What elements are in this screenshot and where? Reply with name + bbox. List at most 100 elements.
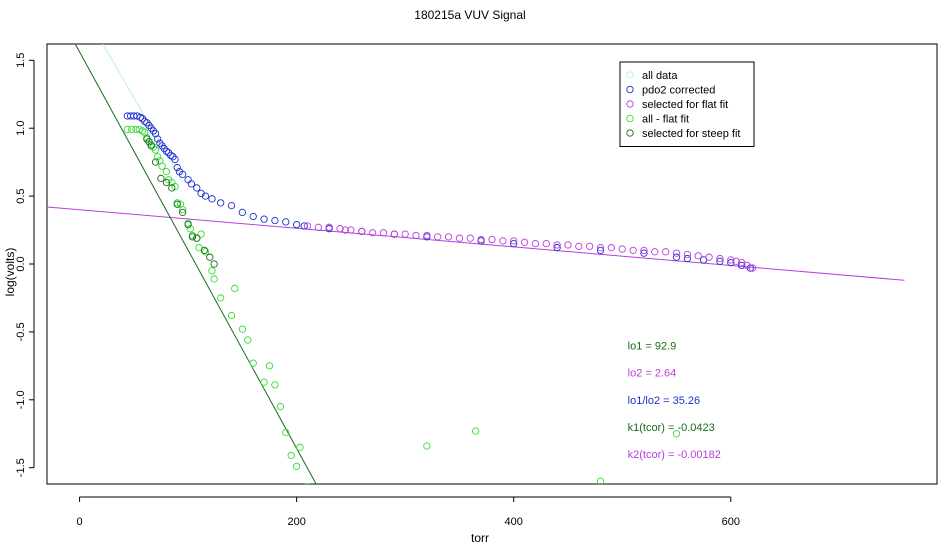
data-point (249, 212, 257, 221)
data-point (287, 451, 295, 460)
data-point (510, 237, 518, 245)
data-point (390, 230, 398, 238)
data-point (179, 170, 187, 179)
data-point (510, 239, 518, 248)
data-point (727, 256, 735, 264)
data-point (531, 239, 540, 248)
data-point (296, 443, 304, 451)
data-point (672, 253, 681, 261)
y-tick-label: 0.5 (15, 188, 27, 203)
data-point (282, 218, 290, 226)
data-point (186, 225, 194, 233)
data-point (145, 138, 153, 146)
data-point (564, 241, 572, 249)
data-point (201, 192, 210, 200)
data-point (466, 234, 474, 242)
data-point (732, 257, 740, 265)
legend-marker (626, 85, 634, 94)
data-point (586, 242, 594, 250)
data-point (553, 241, 561, 249)
annotations: lo1 = 92.9 lo2 = 2.64 lo1/lo2 = 35.26 k1(tc… (628, 340, 721, 461)
data-point (341, 226, 350, 234)
data-point (171, 155, 179, 164)
data-point (260, 215, 268, 223)
data-point (325, 223, 333, 231)
legend-marker (626, 129, 634, 137)
fit-line (74, 44, 317, 484)
data-point (300, 222, 308, 230)
data-point (217, 294, 225, 302)
data-point (158, 162, 166, 170)
fit-annotation: lo2 = 2.64 (628, 368, 677, 380)
fit-line (47, 206, 905, 281)
data-point (683, 254, 692, 263)
legend: all data pdo2 corrected selected for flat … (619, 61, 755, 147)
data-point (238, 325, 247, 333)
data-point (488, 235, 496, 244)
data-point (227, 311, 236, 320)
x-axis-label: torr (471, 531, 489, 545)
plot-area (47, 44, 905, 484)
fit-annotation: lo1 = 92.9 (628, 340, 677, 352)
legend-marker (626, 114, 634, 123)
data-point (694, 252, 702, 260)
data-point (553, 244, 561, 252)
data-point (748, 264, 757, 272)
data-point (737, 261, 746, 270)
data-point (217, 199, 225, 207)
data-point (193, 234, 201, 242)
data-point (173, 163, 181, 172)
series (143, 135, 218, 268)
legend-label: pdo2 corrected (642, 85, 715, 97)
data-point (542, 239, 550, 248)
data-point (640, 246, 648, 255)
y-tick-label: -1.0 (15, 390, 27, 409)
data-point (596, 477, 605, 484)
data-point (629, 246, 637, 255)
data-point (206, 253, 214, 261)
x-tick-label: 0 (76, 516, 82, 528)
data-point (596, 244, 605, 252)
legend-label: all - flat fit (642, 114, 689, 126)
data-point (672, 430, 681, 438)
chart-title: 180215a VUV Signal (414, 8, 525, 22)
data-point (193, 184, 201, 192)
data-point (210, 260, 218, 268)
data-point (208, 267, 216, 275)
data-point (368, 229, 377, 237)
y-tick-label: -0.5 (15, 322, 27, 341)
data-point (444, 233, 453, 241)
data-point (305, 483, 310, 484)
data-point (520, 238, 529, 246)
legend-label: all data (642, 70, 678, 82)
data-point (640, 249, 648, 257)
data-point (271, 381, 279, 389)
x-tick-label: 400 (505, 516, 523, 528)
y-tick-label: 0.0 (15, 256, 27, 271)
data-point (662, 248, 670, 256)
data-point (154, 135, 162, 143)
data-point (596, 246, 605, 255)
data-point (151, 158, 160, 166)
data-point (167, 151, 175, 160)
data-point (157, 174, 165, 183)
data-point (151, 146, 160, 154)
series (123, 125, 681, 484)
data-point (716, 254, 724, 263)
series (303, 222, 757, 272)
data-point (716, 257, 724, 265)
data-point (184, 176, 192, 184)
y-axis-label: log(volts) (3, 248, 17, 297)
data-point (672, 249, 681, 257)
data-point (244, 336, 252, 344)
data-point (412, 231, 420, 240)
data-point (168, 184, 176, 192)
data-point (136, 113, 144, 121)
data-point (200, 246, 209, 255)
legend-box (619, 61, 755, 147)
data-point (292, 220, 301, 229)
data-point (187, 180, 196, 188)
data-point (197, 230, 205, 238)
data-point (607, 244, 616, 252)
data-point (379, 229, 388, 237)
